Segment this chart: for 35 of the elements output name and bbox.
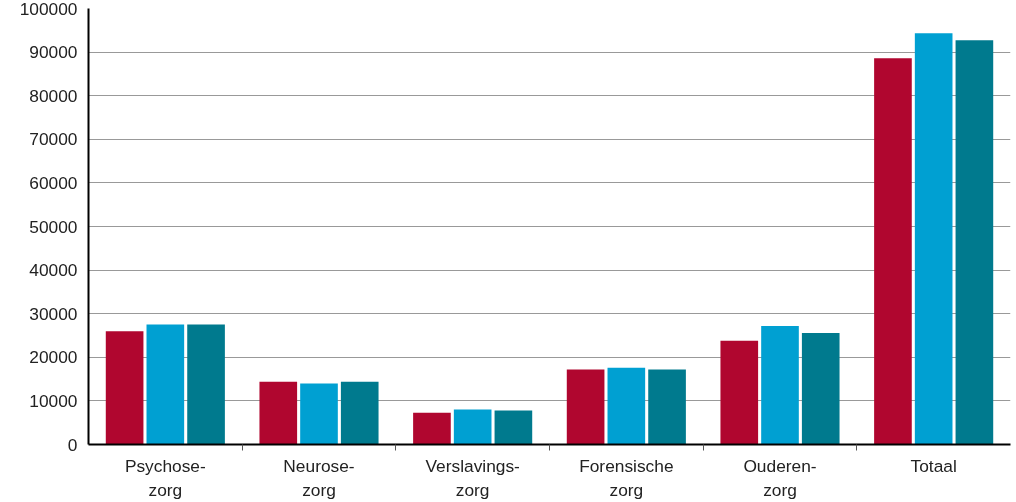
- x-tick-label: Totaal: [910, 455, 957, 476]
- x-tick-label: Verslavings- zorg: [425, 455, 520, 500]
- bar: [453, 409, 492, 445]
- bar: [566, 369, 605, 445]
- y-tick-label: 50000: [29, 216, 78, 237]
- bar: [259, 381, 298, 445]
- x-tick-label: Neurose- zorg: [283, 455, 355, 500]
- y-tick-label: 90000: [29, 42, 78, 63]
- y-tick-label: 100000: [19, 0, 78, 19]
- bar: [874, 58, 912, 445]
- bar: [300, 383, 338, 445]
- x-tick-label: Forensische zorg: [579, 455, 674, 500]
- bar: [146, 324, 185, 445]
- bar: [607, 367, 646, 445]
- bar: [340, 381, 379, 445]
- y-tick-label: 40000: [29, 260, 78, 281]
- bar: [413, 412, 451, 445]
- bar: [187, 324, 225, 445]
- y-tick-label: 0: [67, 434, 78, 455]
- bar: [955, 40, 994, 445]
- bar: [761, 325, 799, 445]
- y-tick-label: 80000: [29, 85, 78, 106]
- bar: [720, 340, 759, 445]
- bar: [914, 33, 953, 445]
- y-tick-label: 20000: [29, 347, 78, 368]
- y-tick-label: 30000: [29, 303, 78, 324]
- y-tick-label: 60000: [29, 172, 78, 193]
- bar: [494, 410, 533, 445]
- x-tick-label: Psychose- zorg: [124, 455, 206, 500]
- y-tick-label: 70000: [29, 129, 78, 150]
- bar: [801, 332, 840, 445]
- y-tick-label: 10000: [29, 390, 78, 411]
- bar: [648, 369, 686, 445]
- x-tick-label: Ouderen- zorg: [743, 455, 817, 500]
- bar: [105, 331, 144, 445]
